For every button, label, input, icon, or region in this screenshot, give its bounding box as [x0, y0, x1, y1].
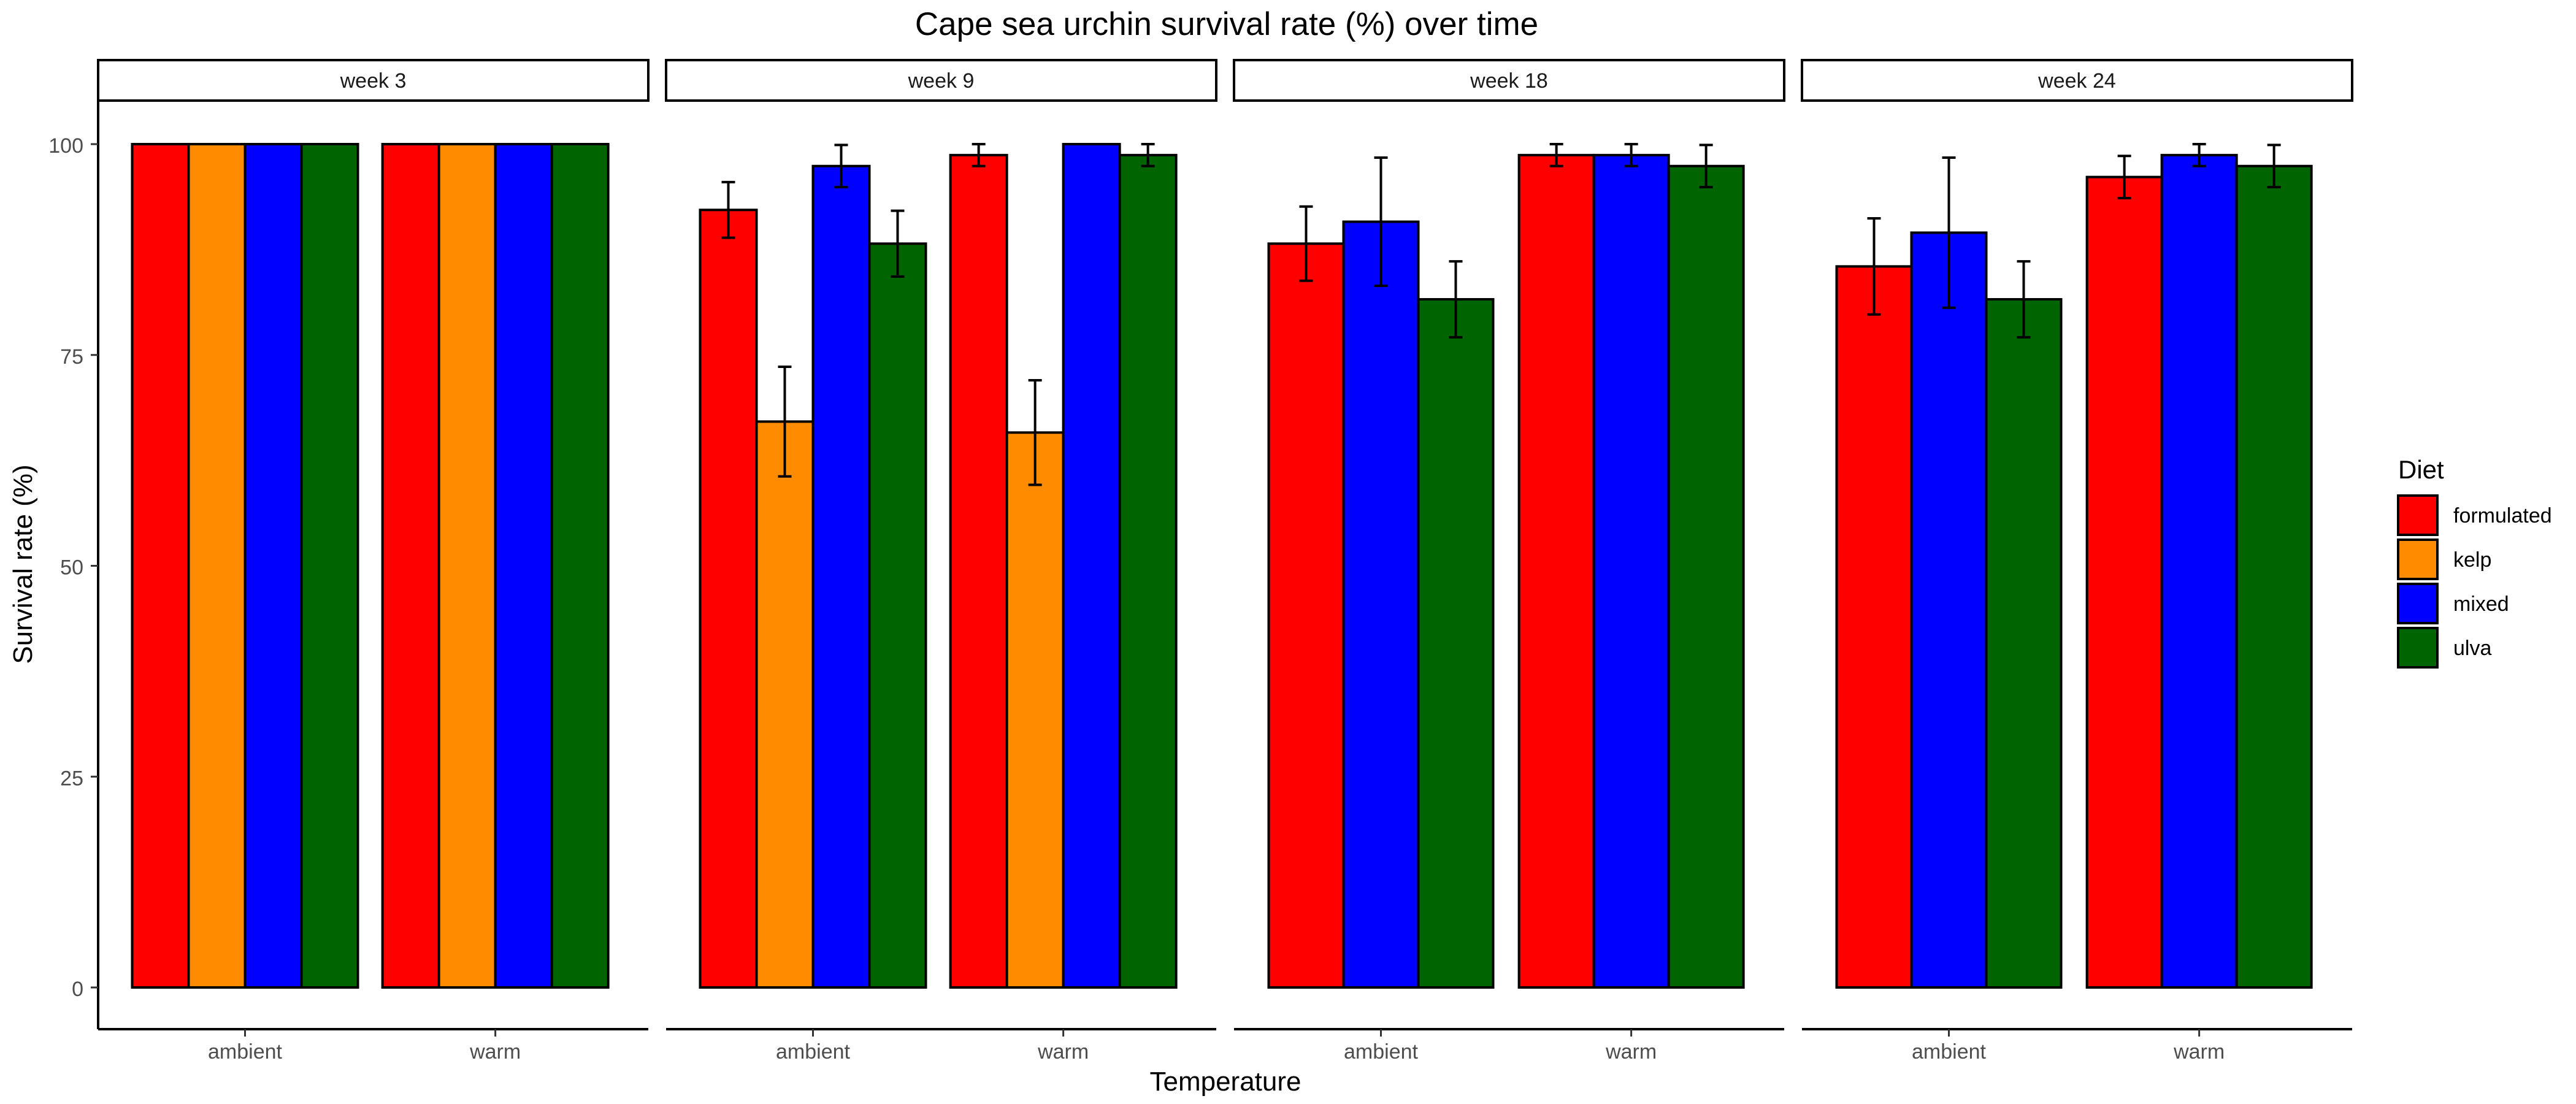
bar-formulated [131, 143, 190, 989]
facet-strip-label: week 9 [908, 69, 975, 93]
error-bar [1549, 143, 1563, 167]
error-bar [1374, 156, 1388, 287]
facet-strip [97, 59, 650, 102]
error-bar [1699, 144, 1713, 189]
bar-ulva [1417, 298, 1495, 989]
facet-strip [1801, 59, 2353, 102]
x-tick-label: ambient [776, 1040, 851, 1064]
bar-kelp [1005, 431, 1065, 989]
bar-mixed [1342, 220, 1420, 989]
legend-entry-kelp: kelp [2397, 539, 2491, 580]
y-tick-label: 25 [60, 767, 83, 790]
bar-mixed [243, 143, 303, 989]
y-tick-label: 75 [60, 345, 83, 369]
legend-swatch-formulated [2397, 494, 2439, 536]
error-bar [1867, 217, 1881, 316]
error-bar [1942, 156, 1956, 309]
error-bar [2117, 155, 2131, 199]
error-bar [2192, 143, 2206, 167]
chart-title: Cape sea urchin survival rate (%) over t… [915, 6, 1538, 42]
error-bar [972, 143, 986, 167]
x-axis-title: Temperature [1149, 1067, 1301, 1097]
x-tick-label: ambient [208, 1040, 283, 1064]
y-axis-title: Survival rate (%) [8, 464, 38, 664]
legend-label-ulva: ulva [2453, 637, 2491, 660]
x-tick-label: warm [2173, 1040, 2225, 1064]
x-tick-label: warm [469, 1040, 521, 1064]
legend-label-kelp: kelp [2453, 548, 2491, 572]
facet-strip-label: week 18 [1470, 69, 1548, 93]
legend-entry-formulated: formulated [2397, 494, 2552, 536]
bar-formulated [949, 153, 1008, 989]
facet-panel: week 3 ambient warm [97, 59, 650, 1064]
legend-swatch-kelp [2397, 539, 2439, 580]
legend: Diet formulated kelp mixed ulva [2397, 455, 2552, 669]
bar-formulated [381, 143, 440, 989]
bar-kelp [187, 143, 247, 989]
error-bar [2017, 260, 2031, 339]
error-bar [778, 366, 792, 478]
facet-strip [665, 59, 1217, 102]
error-bar [834, 144, 848, 189]
facet-panel: week 24 ambient warm [1801, 59, 2353, 1064]
bar-formulated [2085, 175, 2163, 989]
bar-ulva [868, 242, 927, 989]
x-tick-label: ambient [1344, 1040, 1419, 1064]
bar-formulated [1835, 265, 1913, 989]
y-tick-label: 50 [60, 556, 83, 580]
bar-mixed [2160, 153, 2238, 989]
error-bar [891, 209, 905, 278]
bar-kelp [755, 420, 815, 989]
y-axis: 0 25 50 75 100 [48, 102, 99, 1029]
y-tick-label: 100 [48, 134, 83, 158]
bar-mixed [494, 143, 553, 989]
bar-mixed [1910, 231, 1988, 989]
x-tick-label: ambient [1912, 1040, 1987, 1064]
bar-ulva [300, 143, 359, 989]
bar-mixed [811, 164, 871, 989]
facet-panel: week 9 ambient warm [665, 59, 1217, 1064]
legend-title: Diet [2398, 455, 2444, 484]
facet-panel: week 18 ambient warm [1233, 59, 1785, 1064]
facet-strip-label: week 24 [2037, 69, 2116, 93]
error-bar [1624, 143, 1638, 167]
error-bar [721, 180, 735, 239]
legend-label-formulated: formulated [2453, 504, 2552, 527]
bar-ulva [1985, 298, 2063, 989]
bar-mixed [1592, 153, 1670, 989]
legend-swatch-mixed [2397, 583, 2439, 624]
bar-formulated [1267, 242, 1345, 989]
x-tick-label: warm [1605, 1040, 1657, 1064]
legend-swatch-ulva [2397, 627, 2439, 669]
bar-mixed [1062, 143, 1121, 989]
x-tick-label: warm [1037, 1040, 1089, 1064]
bar-ulva [1118, 153, 1178, 989]
legend-entries: formulated kelp mixed ulva [2397, 494, 2552, 669]
error-bar [2267, 144, 2281, 189]
y-tick-label: 0 [72, 978, 83, 1001]
legend-label-mixed: mixed [2453, 592, 2509, 616]
error-bar [1028, 379, 1042, 486]
error-bar [1141, 143, 1155, 167]
bar-ulva [1667, 164, 1745, 989]
legend-entry-ulva: ulva [2397, 627, 2491, 669]
bar-formulated [699, 209, 758, 989]
legend-entry-mixed: mixed [2397, 583, 2509, 624]
error-bar [1299, 205, 1313, 282]
bar-formulated [1517, 153, 1595, 989]
bar-ulva [2235, 164, 2313, 989]
facet-strip [1233, 59, 1785, 102]
facet-strip-label: week 3 [340, 69, 407, 93]
bar-kelp [437, 143, 497, 989]
error-bar [1449, 260, 1463, 339]
bar-ulva [550, 143, 610, 989]
